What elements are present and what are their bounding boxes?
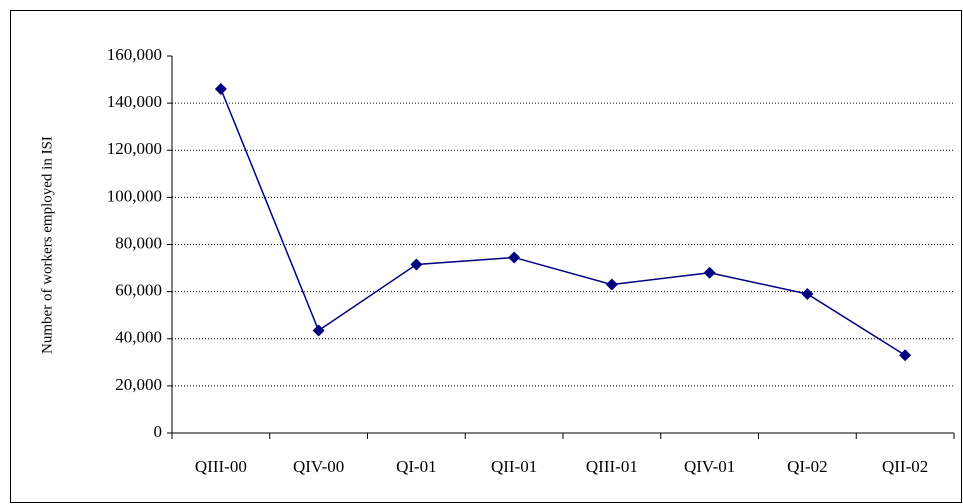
marker [703,266,716,279]
marker [312,324,325,337]
marker [214,82,227,95]
y-tick-label: 20,000 [115,375,162,394]
x-tick-label: QI-01 [396,457,437,476]
x-tick-label: QII-02 [882,457,928,476]
x-tick-label: QIV-00 [293,457,344,476]
marker [801,287,814,300]
series-line [220,88,906,356]
y-tick-label: 0 [154,422,163,441]
y-tick-label: 100,000 [107,186,162,205]
x-tick-label: QIII-00 [195,457,247,476]
y-axis-label: Number of workers employed in ISI [39,136,55,354]
chart-border [10,10,962,503]
y-tick-label: 120,000 [107,139,162,158]
x-tick-label: QII-01 [491,457,537,476]
x-tick-label: QI-02 [787,457,828,476]
marker [508,251,521,264]
y-tick-label: 160,000 [107,45,162,64]
x-tick-label: QIII-01 [586,457,638,476]
y-tick-label: 80,000 [115,233,162,252]
y-tick-label: 40,000 [115,328,162,347]
marker [605,278,618,291]
marker [899,349,912,362]
x-tick-label: QIV-01 [684,457,735,476]
marker [410,258,423,271]
y-tick-label: 140,000 [107,92,162,111]
y-tick-label: 60,000 [115,281,162,300]
